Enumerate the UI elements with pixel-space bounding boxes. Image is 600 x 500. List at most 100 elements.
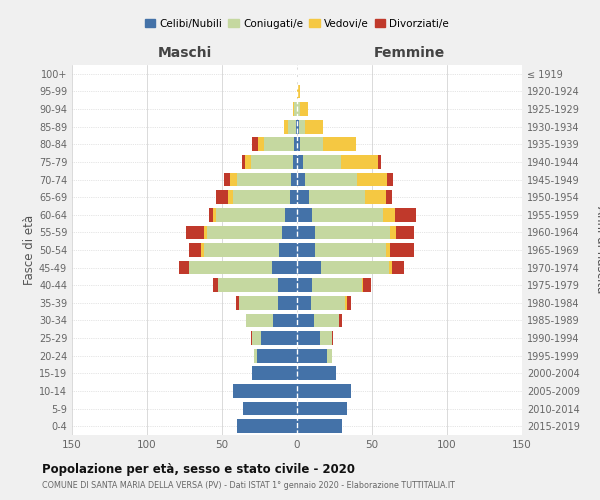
Bar xyxy=(297,296,311,310)
Bar xyxy=(252,138,258,151)
Bar xyxy=(378,155,381,169)
Bar xyxy=(297,402,347,415)
Bar xyxy=(243,402,297,415)
Bar xyxy=(216,208,285,222)
Bar xyxy=(297,420,342,433)
Bar xyxy=(223,172,229,186)
Bar xyxy=(311,296,345,310)
Bar xyxy=(293,102,294,116)
Y-axis label: Anni di nascita: Anni di nascita xyxy=(593,206,600,294)
Bar xyxy=(233,190,290,204)
Bar xyxy=(365,190,386,204)
Bar xyxy=(288,120,296,134)
Bar xyxy=(392,260,404,274)
Bar xyxy=(290,190,297,204)
Bar xyxy=(179,260,189,274)
Bar xyxy=(297,331,320,345)
Bar xyxy=(251,155,293,169)
Bar xyxy=(321,260,389,274)
Bar xyxy=(261,331,297,345)
Bar xyxy=(291,172,297,186)
Bar xyxy=(237,172,291,186)
Bar xyxy=(305,120,323,134)
Bar xyxy=(264,138,294,151)
Bar xyxy=(294,102,297,116)
Bar xyxy=(327,349,331,362)
Bar xyxy=(386,243,390,257)
Bar xyxy=(204,243,279,257)
Bar xyxy=(279,243,297,257)
Bar xyxy=(331,331,333,345)
Bar xyxy=(207,226,282,239)
Bar xyxy=(383,208,395,222)
Bar xyxy=(315,226,390,239)
Bar xyxy=(314,314,339,328)
Bar xyxy=(273,314,297,328)
Bar xyxy=(254,349,257,362)
Bar xyxy=(312,208,383,222)
Bar xyxy=(357,172,387,186)
Bar xyxy=(233,384,297,398)
Bar xyxy=(297,366,336,380)
Bar xyxy=(296,120,297,134)
Bar xyxy=(347,296,351,310)
Bar xyxy=(186,226,204,239)
Bar xyxy=(297,243,315,257)
Bar xyxy=(386,190,392,204)
Bar xyxy=(390,226,396,239)
Bar xyxy=(209,208,213,222)
Bar xyxy=(189,260,271,274)
Bar xyxy=(315,243,386,257)
Bar xyxy=(297,208,312,222)
Text: Femmine: Femmine xyxy=(374,46,445,60)
Bar xyxy=(396,226,414,239)
Bar xyxy=(341,155,378,169)
Bar xyxy=(297,138,300,151)
Bar xyxy=(339,314,342,328)
Bar xyxy=(297,314,314,328)
Bar xyxy=(229,172,237,186)
Bar xyxy=(297,384,351,398)
Bar xyxy=(297,102,300,116)
Bar xyxy=(218,278,277,292)
Bar xyxy=(216,190,228,204)
Bar xyxy=(297,190,309,204)
Bar xyxy=(312,278,361,292)
Text: Maschi: Maschi xyxy=(157,46,212,60)
Bar xyxy=(293,155,297,169)
Bar xyxy=(300,102,308,116)
Bar xyxy=(252,366,297,380)
Bar xyxy=(213,208,216,222)
Bar xyxy=(251,331,252,345)
Bar xyxy=(258,138,264,151)
Bar xyxy=(297,349,327,362)
Bar xyxy=(241,155,245,169)
Y-axis label: Fasce di età: Fasce di età xyxy=(23,215,36,285)
Bar xyxy=(297,172,305,186)
Bar xyxy=(285,208,297,222)
Bar xyxy=(305,172,357,186)
Bar xyxy=(294,138,297,151)
Legend: Celibi/Nubili, Coniugati/e, Vedovi/e, Divorziati/e: Celibi/Nubili, Coniugati/e, Vedovi/e, Di… xyxy=(140,14,454,33)
Text: COMUNE DI SANTA MARIA DELLA VERSA (PV) - Dati ISTAT 1° gennaio 2020 - Elaborazio: COMUNE DI SANTA MARIA DELLA VERSA (PV) -… xyxy=(42,481,455,490)
Bar xyxy=(395,208,415,222)
Bar xyxy=(237,420,297,433)
Bar xyxy=(284,120,288,134)
Bar xyxy=(297,260,321,274)
Bar xyxy=(390,243,414,257)
Bar xyxy=(389,260,392,274)
Bar xyxy=(246,314,273,328)
Bar xyxy=(323,138,355,151)
Bar xyxy=(271,260,297,274)
Bar xyxy=(309,190,365,204)
Bar xyxy=(361,278,363,292)
Bar xyxy=(297,226,315,239)
Bar xyxy=(213,278,218,292)
Bar xyxy=(245,155,251,169)
Bar xyxy=(320,331,331,345)
Bar xyxy=(257,349,297,362)
Bar xyxy=(282,226,297,239)
Bar xyxy=(387,172,393,186)
Bar xyxy=(297,120,299,134)
Bar xyxy=(345,296,347,310)
